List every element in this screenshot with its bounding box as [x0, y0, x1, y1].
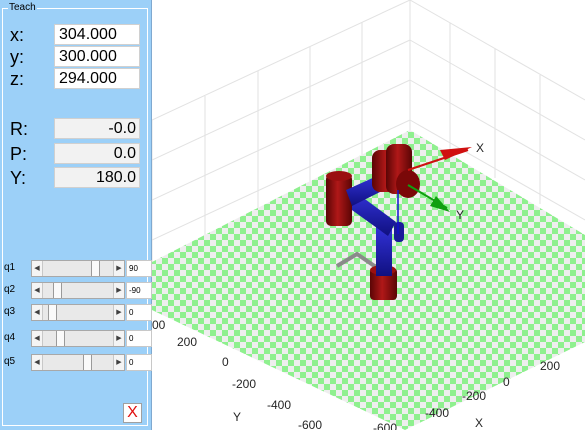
x-axis-label: X: [475, 416, 483, 430]
y-tick: 0: [222, 355, 229, 369]
y-tick: 00: [152, 318, 166, 332]
position-z-field[interactable]: 294.000: [54, 68, 140, 89]
joint-q3-label: q3: [4, 306, 16, 317]
joint-q3-value[interactable]: 0: [126, 304, 152, 321]
x-tick: 200: [540, 359, 560, 373]
slider-right-arrow-icon[interactable]: ▶: [113, 331, 124, 346]
orientation-p-label: P:: [10, 144, 28, 164]
x-tick: -600: [373, 421, 397, 430]
slider-right-arrow-icon[interactable]: ▶: [113, 261, 124, 276]
position-y-label: y:: [10, 47, 25, 67]
x-axis-ticks: -600 -400 -200 0 200 X: [373, 359, 560, 430]
x-tick: -400: [425, 406, 449, 420]
slider-left-arrow-icon[interactable]: ◀: [32, 331, 43, 346]
joint-q2-slider[interactable]: ◀ ▶: [31, 282, 125, 299]
axes-grid: [152, 0, 585, 262]
end-effector: [394, 222, 404, 242]
slider-right-arrow-icon[interactable]: ▶: [113, 355, 124, 370]
slider-left-arrow-icon[interactable]: ◀: [32, 355, 43, 370]
joint-q5-value[interactable]: 0: [126, 354, 152, 371]
slider-left-arrow-icon[interactable]: ◀: [32, 283, 43, 298]
position-y-field[interactable]: 300.000: [54, 46, 140, 67]
joint-q5-label: q5: [4, 356, 16, 367]
slider-right-arrow-icon[interactable]: ▶: [113, 305, 124, 320]
shoulder-joint-top: [326, 171, 352, 181]
teach-frame: [2, 8, 148, 426]
close-button[interactable]: X: [123, 403, 142, 423]
joint-q2-label: q2: [4, 284, 16, 295]
teach-title: Teach: [8, 2, 37, 13]
joint-q2-value[interactable]: -90: [126, 282, 152, 299]
frame-x-label: X: [476, 141, 484, 155]
slider-right-arrow-icon[interactable]: ▶: [113, 283, 124, 298]
frame-y-cone: [430, 196, 450, 212]
orientation-yaw-value: 180.0: [54, 167, 140, 188]
joint-q1-value[interactable]: 90: [126, 260, 152, 277]
position-z-label: z:: [10, 69, 25, 89]
frame-x-cone: [440, 147, 472, 160]
joint-q5-slider[interactable]: ◀ ▶: [31, 354, 125, 371]
joint-q1-slider[interactable]: ◀ ▶: [31, 260, 125, 277]
joint-q4-label: q4: [4, 332, 16, 343]
floor-plane: [152, 130, 585, 430]
orientation-yaw-label: Y:: [10, 168, 27, 188]
teach-panel: Teach x: 304.000 y: 300.000 z: 294.000 R…: [0, 0, 152, 430]
shoulder-joint: [326, 174, 352, 226]
y-axis-ticks: 00 200 0 -200 -400 -600 Y: [152, 318, 322, 430]
orientation-r-label: R:: [10, 119, 28, 139]
orientation-r-value: -0.0: [54, 118, 140, 139]
joint-q4-thumb[interactable]: [56, 331, 66, 346]
joint-q3-thumb[interactable]: [48, 305, 58, 320]
robot-3d-view[interactable]: X Y 00 200 0 -200 -400 -600 Y -600 -400 …: [152, 0, 585, 430]
frame-y-label: Y: [456, 208, 464, 222]
x-tick: 0: [503, 375, 510, 389]
y-tick: -400: [267, 398, 291, 412]
y-axis-label: Y: [233, 410, 241, 424]
y-tick: -200: [232, 377, 256, 391]
joint-q1-label: q1: [4, 262, 16, 273]
wrist-joint-side: [396, 170, 420, 198]
x-tick: -200: [462, 389, 486, 403]
joint-q4-value[interactable]: 0: [126, 330, 152, 347]
slider-left-arrow-icon[interactable]: ◀: [32, 261, 43, 276]
joint-q2-thumb[interactable]: [53, 283, 63, 298]
orientation-p-value: 0.0: [54, 143, 140, 164]
y-tick: 200: [177, 335, 197, 349]
position-x-field[interactable]: 304.000: [54, 24, 140, 45]
slider-left-arrow-icon[interactable]: ◀: [32, 305, 43, 320]
joint-q3-slider[interactable]: ◀ ▶: [31, 304, 125, 321]
robot-arm[interactable]: X Y: [326, 141, 484, 300]
joint-q5-thumb[interactable]: [82, 355, 92, 370]
joint-q4-slider[interactable]: ◀ ▶: [31, 330, 125, 347]
y-tick: -600: [298, 418, 322, 430]
joint-q1-thumb[interactable]: [90, 261, 100, 276]
position-x-label: x:: [10, 25, 25, 45]
